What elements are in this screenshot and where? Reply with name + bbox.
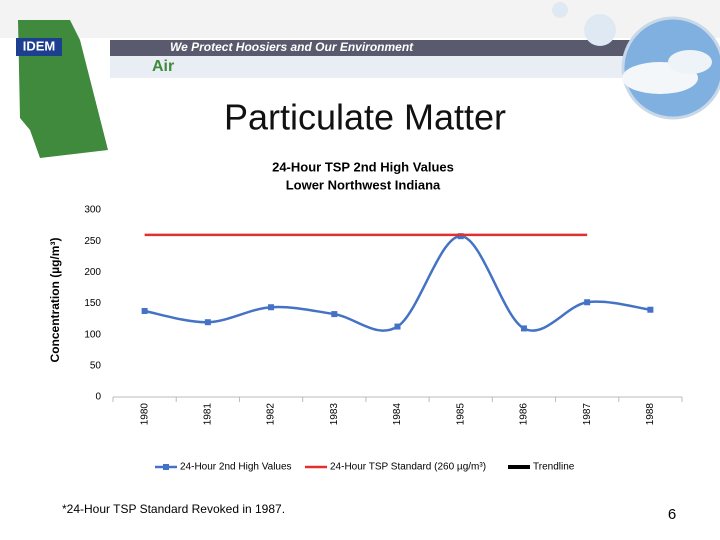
legend-label: 24-Hour TSP Standard (260 µg/m³) [330, 462, 486, 473]
marker [520, 325, 527, 332]
bubble [584, 14, 616, 46]
bubble [552, 2, 568, 18]
footnote: *24-Hour TSP Standard Revoked in 1987. [62, 502, 285, 516]
chart-title: Lower Northwest Indiana [286, 177, 441, 192]
y-tick-label: 250 [84, 236, 101, 247]
y-tick-label: 150 [84, 298, 101, 309]
x-tick-label: 1980 [139, 403, 150, 426]
slide-title: Particulate Matter [224, 97, 506, 138]
legend-label: Trendline [533, 462, 575, 473]
x-tick-label: 1981 [202, 403, 213, 426]
legend-label: 24-Hour 2nd High Values [180, 462, 292, 473]
section-bar [110, 56, 630, 78]
legend-marker [163, 464, 169, 470]
marker [141, 307, 148, 314]
tagline-bar [110, 40, 630, 56]
chart-title: 24-Hour TSP 2nd High Values [272, 159, 454, 174]
page-number: 6 [668, 506, 676, 523]
y-tick-label: 0 [95, 392, 101, 403]
y-tick-label: 100 [84, 329, 101, 340]
marker [394, 323, 401, 330]
x-tick-label: 1988 [645, 403, 656, 426]
y-axis-label: Concentration (µg/m³) [48, 238, 62, 363]
logo-text: IDEM [23, 38, 56, 53]
tagline: We Protect Hoosiers and Our Environment [170, 40, 414, 54]
x-tick-label: 1986 [519, 403, 530, 426]
y-tick-label: 50 [90, 360, 102, 371]
header-decoration [0, 0, 720, 158]
x-tick-label: 1985 [455, 403, 466, 426]
section: Air [152, 58, 174, 75]
marker [584, 299, 591, 306]
y-tick-label: 300 [84, 205, 101, 216]
x-tick-label: 1987 [582, 403, 593, 426]
marker [331, 311, 338, 318]
series-line [144, 234, 651, 332]
x-tick-label: 1982 [266, 403, 277, 426]
marker [647, 306, 654, 313]
x-tick-label: 1984 [392, 403, 403, 426]
marker [268, 304, 275, 311]
y-tick-label: 200 [84, 267, 101, 278]
marker [204, 319, 211, 326]
x-tick-label: 1983 [329, 403, 340, 426]
logo-box [16, 38, 62, 56]
cloud [668, 50, 712, 74]
